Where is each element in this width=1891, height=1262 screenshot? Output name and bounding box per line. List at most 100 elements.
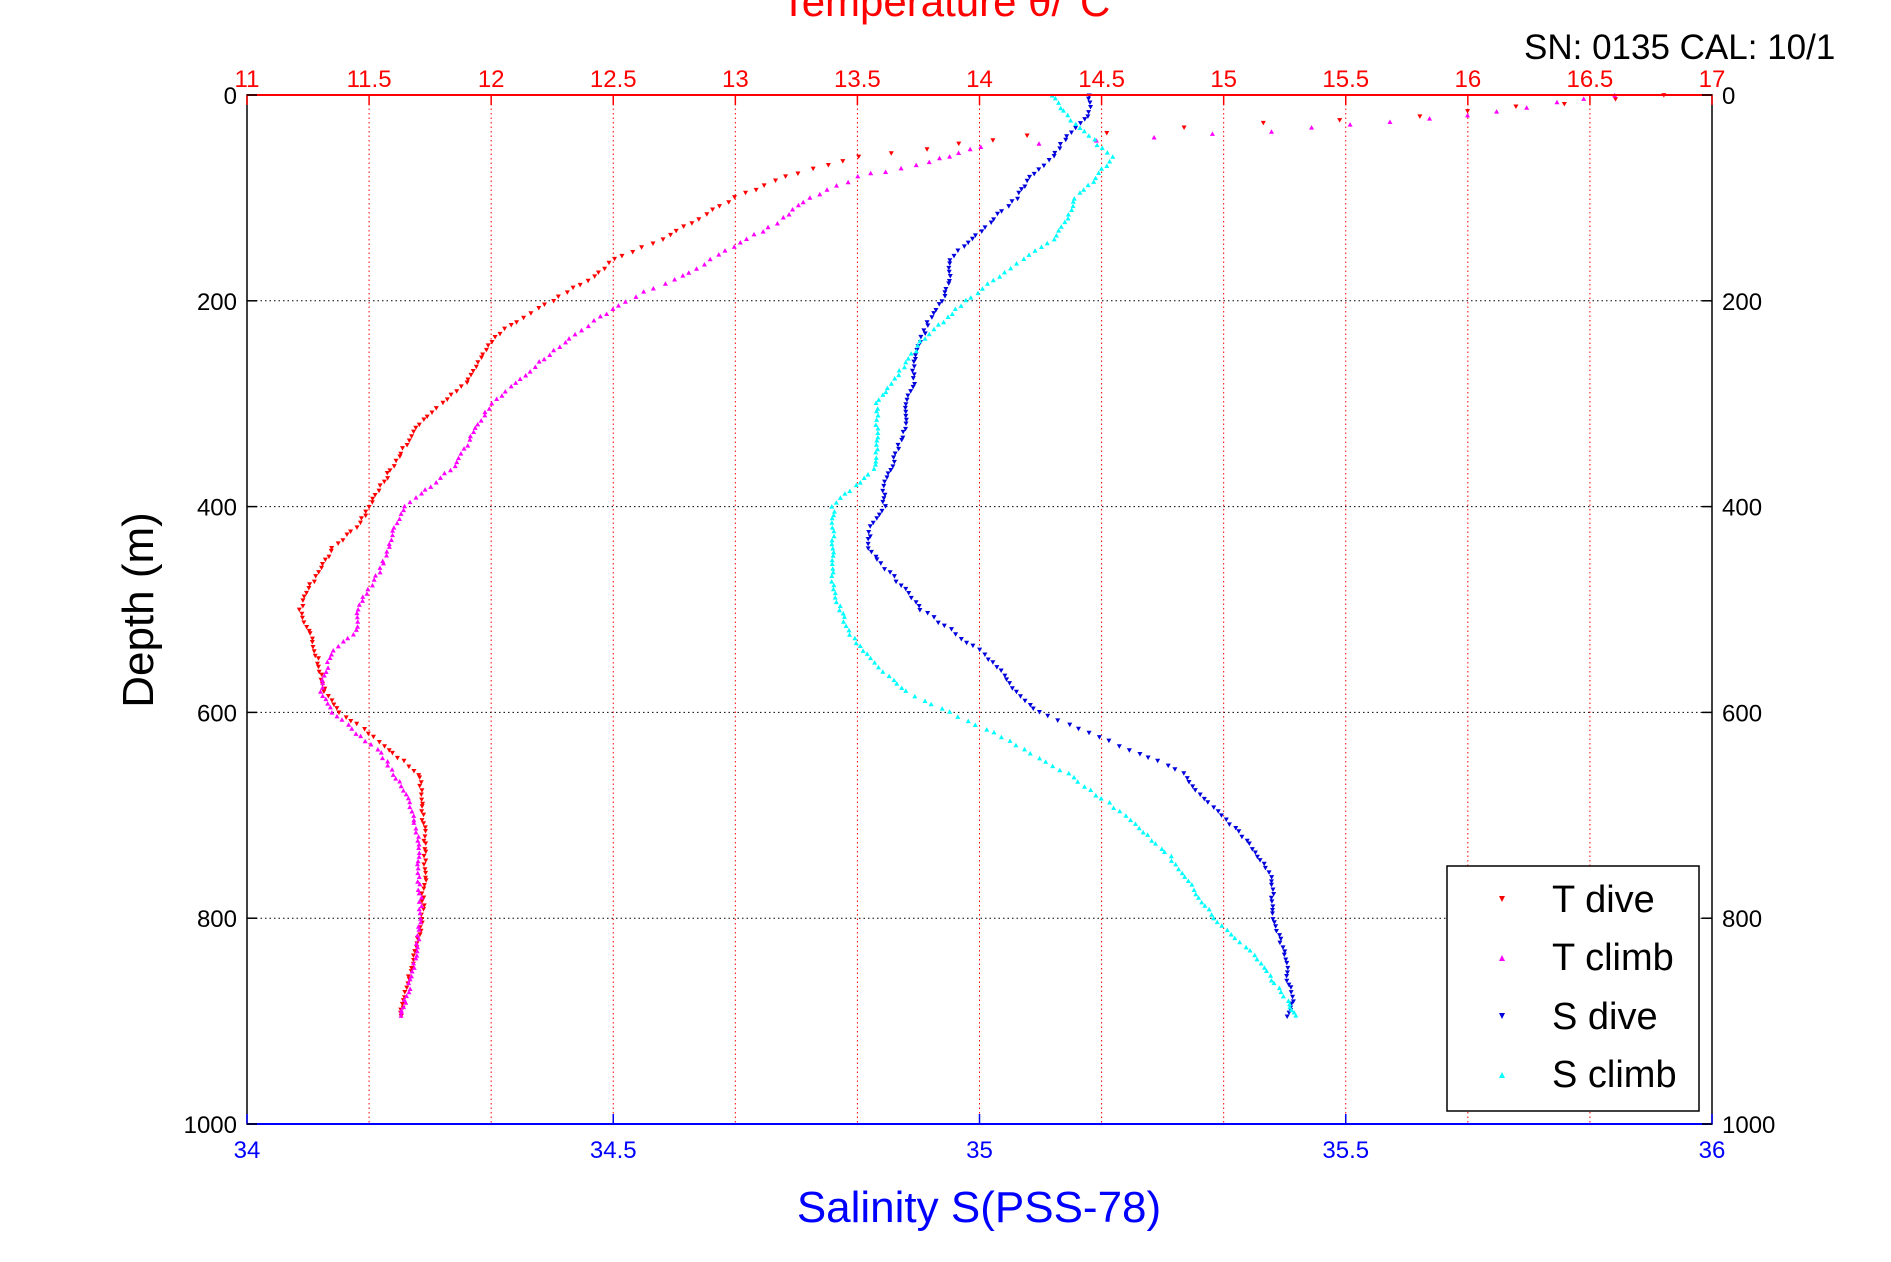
data-point-t-climb xyxy=(489,400,495,406)
data-point-s-dive xyxy=(913,600,919,605)
data-point-t-climb xyxy=(751,231,757,237)
data-point-t-climb xyxy=(320,693,326,699)
data-point-s-dive xyxy=(903,413,909,419)
data-point-t-climb xyxy=(327,655,333,660)
data-point-s-dive xyxy=(951,253,957,259)
data-point-s-climb xyxy=(1107,800,1113,805)
data-point-s-climb xyxy=(1278,989,1284,995)
data-point-s-climb xyxy=(1093,792,1099,798)
data-point-s-climb xyxy=(1107,158,1113,164)
data-point-t-dive xyxy=(612,256,618,262)
data-point-s-climb xyxy=(829,573,835,579)
data-point-t-dive xyxy=(419,891,425,896)
data-point-t-dive xyxy=(421,821,427,826)
data-point-s-climb xyxy=(1189,882,1195,887)
data-point-s-climb xyxy=(1062,219,1068,225)
data-point-t-dive xyxy=(411,429,417,435)
data-point-s-climb xyxy=(875,434,881,440)
data-point-t-climb xyxy=(513,380,519,385)
data-point-t-climb xyxy=(898,165,904,171)
data-point-t-dive xyxy=(321,689,327,694)
data-point-t-climb xyxy=(536,359,542,364)
data-point-s-dive xyxy=(955,248,961,253)
data-point-t-climb xyxy=(329,710,335,715)
tick-label-depth-right: 600 xyxy=(1722,700,1762,727)
data-point-s-dive xyxy=(1280,945,1286,950)
data-point-s-dive xyxy=(903,409,909,415)
data-point-s-dive xyxy=(931,615,937,620)
data-point-s-climb xyxy=(1152,841,1158,846)
data-point-s-dive xyxy=(1261,861,1267,867)
legend-marker-t-dive xyxy=(1499,896,1505,902)
data-point-t-dive xyxy=(398,451,404,457)
data-point-s-dive xyxy=(1277,940,1283,946)
data-point-t-climb xyxy=(415,870,421,876)
data-point-t-climb xyxy=(416,874,422,880)
data-point-s-climb xyxy=(874,408,880,414)
data-point-s-climb xyxy=(842,491,848,496)
data-point-s-climb xyxy=(922,698,928,704)
data-point-t-climb xyxy=(335,643,341,649)
data-point-t-climb xyxy=(404,993,410,999)
data-point-s-dive xyxy=(1165,763,1171,769)
data-point-s-dive xyxy=(1270,887,1276,892)
data-point-s-dive xyxy=(1285,965,1291,971)
data-point-t-climb xyxy=(744,236,750,242)
data-point-s-climb xyxy=(831,582,837,588)
data-point-s-climb xyxy=(830,566,836,571)
data-point-s-dive xyxy=(936,302,942,307)
data-point-t-dive xyxy=(1561,102,1567,107)
data-point-t-climb xyxy=(394,520,400,526)
data-point-s-climb xyxy=(891,677,897,683)
data-point-t-climb xyxy=(360,594,366,599)
tick-label-depth-right: 0 xyxy=(1722,83,1735,110)
data-point-s-climb xyxy=(908,351,914,356)
data-point-t-climb xyxy=(350,632,356,637)
data-point-s-climb xyxy=(1073,121,1079,127)
data-point-t-dive xyxy=(372,492,378,498)
data-point-t-climb xyxy=(398,783,404,789)
data-point-t-climb xyxy=(454,459,460,465)
data-point-s-climb xyxy=(884,385,890,391)
data-point-t-climb xyxy=(1209,131,1215,136)
data-point-s-dive xyxy=(1057,146,1063,151)
data-point-t-climb xyxy=(377,565,383,570)
data-point-s-dive xyxy=(1015,196,1021,202)
data-point-s-climb xyxy=(1032,248,1038,253)
data-point-t-climb xyxy=(494,396,500,402)
data-point-s-climb xyxy=(1008,265,1014,271)
data-point-t-climb xyxy=(415,944,421,950)
data-point-t-climb xyxy=(319,685,325,690)
tick-label-temp: 13 xyxy=(722,66,749,93)
data-point-t-dive xyxy=(421,838,427,844)
data-point-t-climb xyxy=(795,202,801,208)
data-point-s-climb xyxy=(975,290,981,296)
data-point-s-climb xyxy=(1211,915,1217,921)
data-point-s-climb xyxy=(860,648,866,653)
data-point-s-dive xyxy=(910,376,916,381)
data-point-s-dive xyxy=(1041,163,1047,169)
data-point-s-climb xyxy=(1104,150,1110,155)
data-point-t-dive xyxy=(710,207,716,212)
data-point-t-dive xyxy=(423,828,429,834)
data-point-s-dive xyxy=(1236,829,1242,834)
data-point-t-dive xyxy=(888,151,894,156)
data-point-s-dive xyxy=(880,488,886,494)
data-point-t-climb xyxy=(978,144,984,150)
data-point-t-climb xyxy=(790,207,796,212)
data-point-t-dive xyxy=(300,603,306,609)
data-point-t-dive xyxy=(585,278,591,284)
data-point-t-climb xyxy=(413,495,419,500)
data-point-s-dive xyxy=(1269,875,1275,880)
data-point-t-climb xyxy=(371,577,377,582)
data-point-s-climb xyxy=(840,619,846,624)
data-point-s-climb xyxy=(875,446,881,452)
data-point-s-climb xyxy=(843,623,849,628)
data-point-s-dive xyxy=(879,508,885,514)
data-point-t-dive xyxy=(732,195,738,200)
data-point-t-climb xyxy=(422,487,428,492)
data-point-s-dive xyxy=(947,273,953,279)
data-point-s-climb xyxy=(913,348,919,354)
data-point-t-climb xyxy=(437,475,443,480)
data-point-t-dive xyxy=(304,590,310,596)
